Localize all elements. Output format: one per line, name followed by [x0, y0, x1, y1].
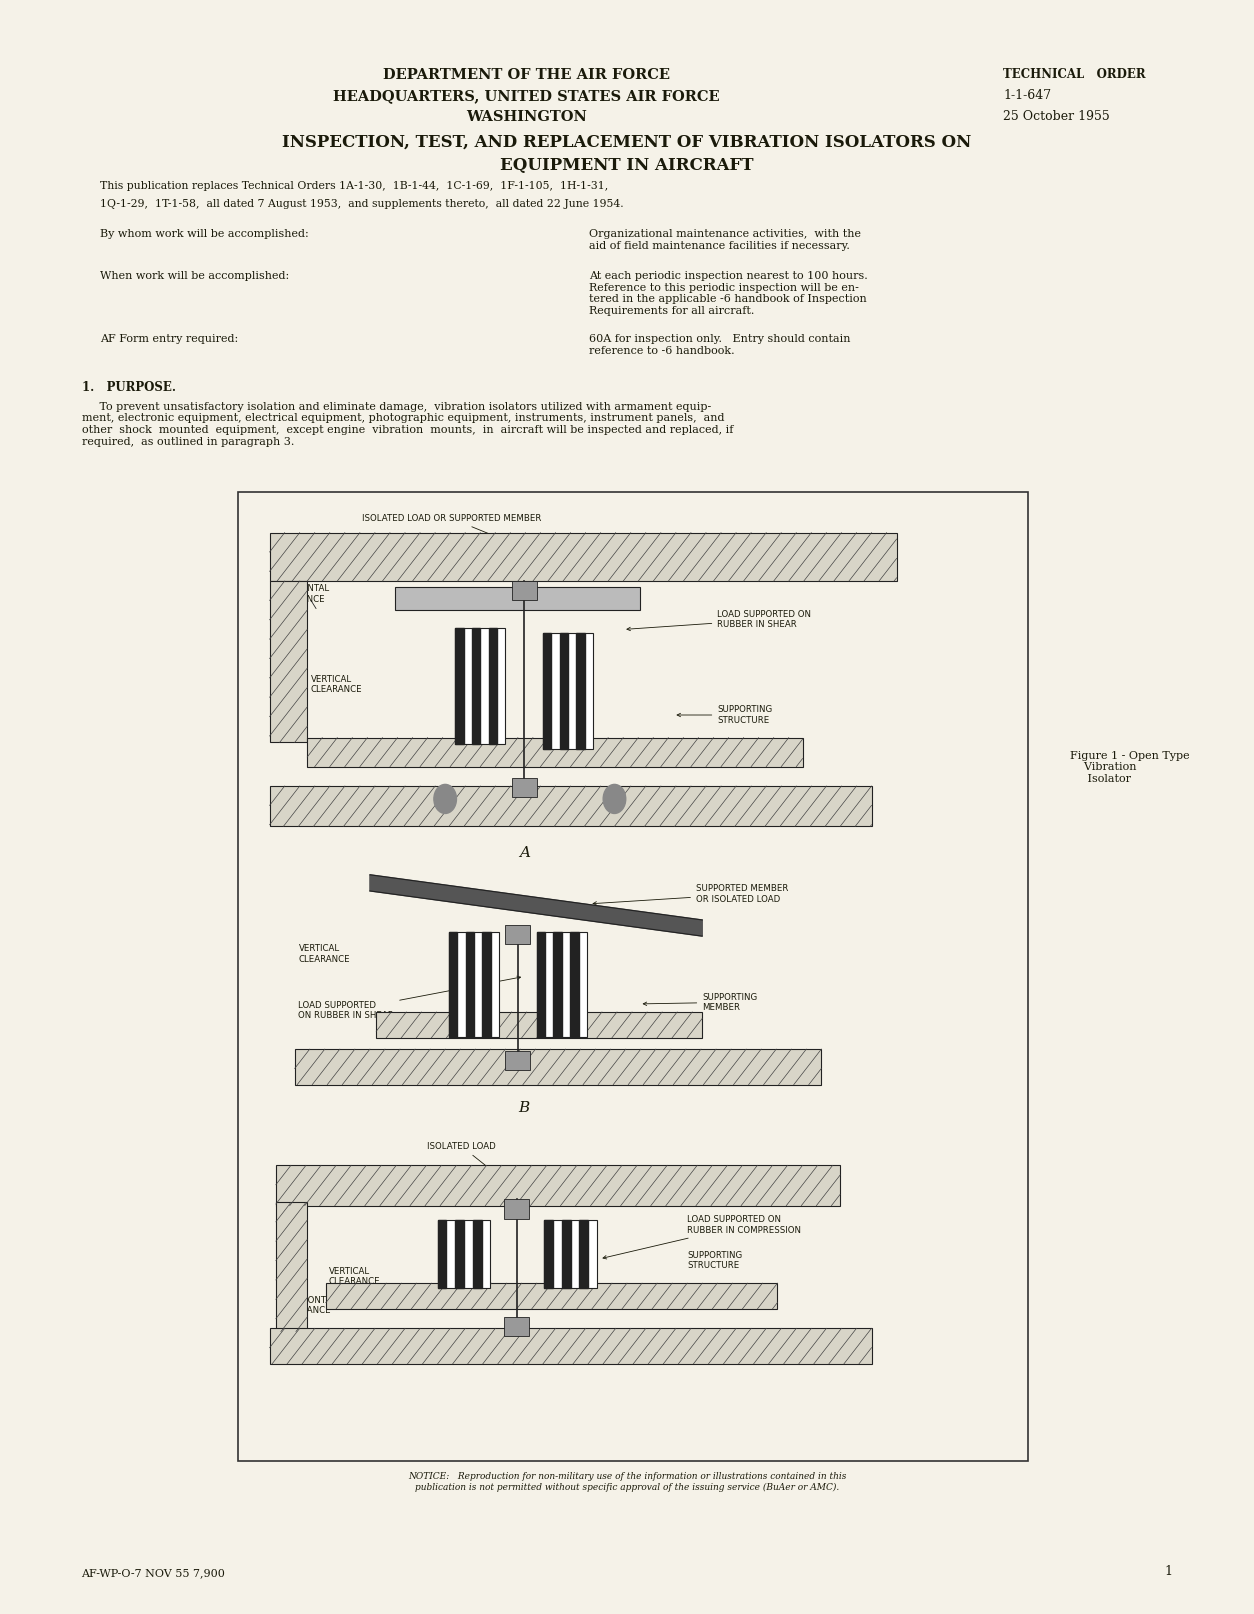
Text: EQUIPMENT IN AIRCRAFT: EQUIPMENT IN AIRCRAFT: [500, 157, 754, 174]
Text: WASHINGTON: WASHINGTON: [466, 110, 587, 124]
Text: When work will be accomplished:: When work will be accomplished:: [100, 271, 290, 281]
Bar: [504, 1317, 529, 1336]
Bar: [505, 925, 530, 944]
Polygon shape: [543, 633, 552, 749]
Text: VERTICAL
CLEARANCE: VERTICAL CLEARANCE: [298, 944, 350, 964]
Text: ISOLATED LOAD: ISOLATED LOAD: [428, 1141, 499, 1177]
Text: VERTICAL
CLEARANCE: VERTICAL CLEARANCE: [311, 675, 362, 694]
Bar: [512, 581, 537, 600]
Bar: [270, 533, 897, 581]
Bar: [326, 1283, 777, 1309]
Bar: [449, 931, 499, 1036]
Text: SUPPORTING
STRUCTURE: SUPPORTING STRUCTURE: [677, 705, 772, 725]
Bar: [238, 492, 1028, 1461]
Polygon shape: [438, 1220, 446, 1288]
Bar: [376, 1012, 702, 1038]
Text: TECHNICAL   ORDER: TECHNICAL ORDER: [1003, 68, 1146, 81]
Bar: [270, 581, 307, 742]
Text: This publication replaces Technical Orders 1A-1-30,  1B-1-44,  1C-1-69,  1F-1-10: This publication replaces Technical Orde…: [100, 181, 608, 190]
Text: INSPECTION, TEST, AND REPLACEMENT OF VIBRATION ISOLATORS ON: INSPECTION, TEST, AND REPLACEMENT OF VIB…: [282, 134, 972, 152]
Polygon shape: [483, 931, 490, 1036]
Polygon shape: [562, 1220, 571, 1288]
Text: SUPPORTED MEMBER
OR ISOLATED LOAD: SUPPORTED MEMBER OR ISOLATED LOAD: [593, 884, 789, 905]
Text: SUPPORTING
MEMBER: SUPPORTING MEMBER: [643, 993, 757, 1012]
Polygon shape: [577, 633, 584, 749]
Text: HORIZONTAL
CLEARANCE: HORIZONTAL CLEARANCE: [273, 584, 330, 604]
Bar: [544, 1220, 597, 1288]
Text: VERTICAL
CLEARANCE: VERTICAL CLEARANCE: [329, 1267, 380, 1286]
Text: To prevent unsatisfactory isolation and eliminate damage,  vibration isolators u: To prevent unsatisfactory isolation and …: [82, 402, 732, 447]
Text: AF Form entry required:: AF Form entry required:: [100, 334, 238, 344]
Polygon shape: [544, 1220, 553, 1288]
Polygon shape: [465, 931, 474, 1036]
Bar: [295, 1049, 821, 1085]
Bar: [395, 587, 640, 610]
Polygon shape: [571, 931, 578, 1036]
Text: ISOLATED LOAD OR SUPPORTED MEMBER: ISOLATED LOAD OR SUPPORTED MEMBER: [361, 513, 542, 555]
Bar: [537, 931, 587, 1036]
Circle shape: [434, 784, 456, 813]
Bar: [505, 1051, 530, 1070]
Polygon shape: [579, 1220, 588, 1288]
Polygon shape: [455, 1220, 464, 1288]
Text: 1-1-647: 1-1-647: [1003, 89, 1051, 102]
Bar: [276, 1202, 307, 1332]
Polygon shape: [559, 633, 568, 749]
Polygon shape: [455, 628, 464, 744]
Text: DEPARTMENT OF THE AIR FORCE: DEPARTMENT OF THE AIR FORCE: [384, 68, 670, 82]
Bar: [307, 738, 803, 767]
Text: NOTICE:   Reproduction for non-military use of the information or illustrations : NOTICE: Reproduction for non-military us…: [408, 1472, 846, 1491]
Polygon shape: [489, 628, 497, 744]
Text: 1: 1: [1165, 1566, 1172, 1578]
Text: LOAD SUPPORTED ON
RUBBER IN SHEAR: LOAD SUPPORTED ON RUBBER IN SHEAR: [627, 610, 811, 631]
Text: 1.   PURPOSE.: 1. PURPOSE.: [82, 381, 176, 394]
Text: Figure 1 - Open Type
    Vibration
     Isolator: Figure 1 - Open Type Vibration Isolator: [1070, 751, 1189, 784]
Text: HEADQUARTERS, UNITED STATES AIR FORCE: HEADQUARTERS, UNITED STATES AIR FORCE: [334, 89, 720, 103]
Text: HORIZONTAL
CLEARANCE: HORIZONTAL CLEARANCE: [280, 1296, 336, 1315]
Bar: [438, 1220, 490, 1288]
Text: Organizational maintenance activities,  with the
aid of field maintenance facili: Organizational maintenance activities, w…: [589, 229, 861, 250]
Polygon shape: [473, 1220, 482, 1288]
Polygon shape: [537, 931, 545, 1036]
Bar: [504, 1199, 529, 1219]
Bar: [270, 1328, 872, 1364]
Text: By whom work will be accomplished:: By whom work will be accomplished:: [100, 229, 308, 239]
Text: VERTICAL CLEARANCE: VERTICAL CLEARANCE: [700, 542, 813, 571]
Bar: [543, 633, 593, 749]
Polygon shape: [553, 931, 562, 1036]
Text: 25 October 1955: 25 October 1955: [1003, 110, 1110, 123]
Bar: [270, 786, 872, 826]
Bar: [512, 778, 537, 797]
Polygon shape: [449, 931, 458, 1036]
Text: LOAD SUPPORTED ON
RUBBER IN COMPRESSION: LOAD SUPPORTED ON RUBBER IN COMPRESSION: [603, 1215, 801, 1259]
Text: At each periodic inspection nearest to 100 hours.
Reference to this periodic ins: At each periodic inspection nearest to 1…: [589, 271, 868, 316]
Text: LOAD SUPPORTED
ON RUBBER IN SHEAR: LOAD SUPPORTED ON RUBBER IN SHEAR: [298, 976, 520, 1020]
Polygon shape: [472, 628, 480, 744]
Polygon shape: [370, 875, 702, 936]
Circle shape: [603, 784, 626, 813]
Text: 1Q-1-29,  1T-1-58,  all dated 7 August 1953,  and supplements thereto,  all date: 1Q-1-29, 1T-1-58, all dated 7 August 195…: [100, 199, 624, 208]
Bar: [276, 1165, 840, 1206]
Text: 60A for inspection only.   Entry should contain
reference to -6 handbook.: 60A for inspection only. Entry should co…: [589, 334, 851, 355]
Bar: [455, 628, 505, 744]
Text: A: A: [519, 846, 529, 860]
Text: SUPPORTING
STRUCTURE: SUPPORTING STRUCTURE: [687, 1251, 742, 1270]
Text: B: B: [519, 1101, 529, 1115]
Text: AF-WP-O-7 NOV 55 7,900: AF-WP-O-7 NOV 55 7,900: [82, 1569, 226, 1578]
